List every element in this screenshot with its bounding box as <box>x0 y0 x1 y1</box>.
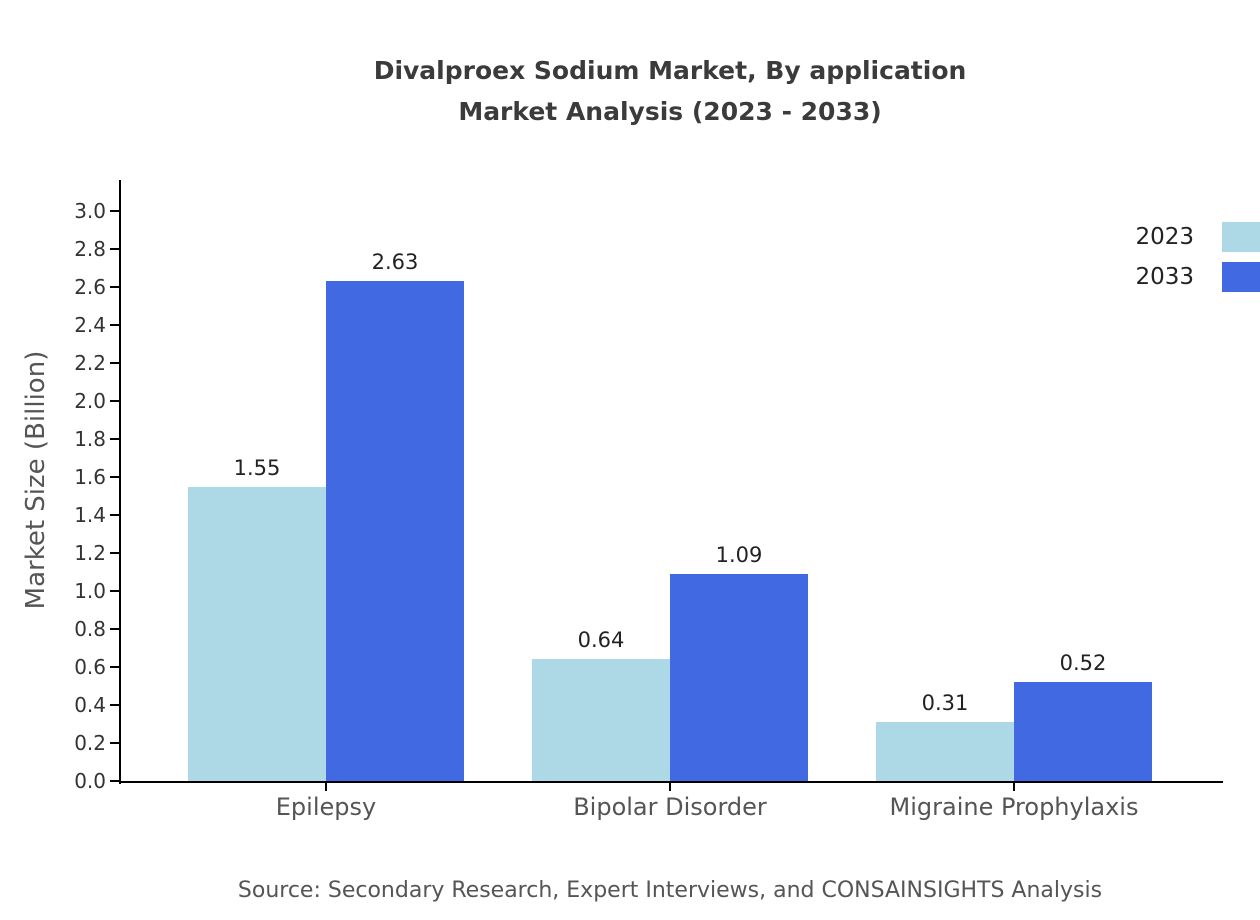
y-tick-label: 3.0 <box>74 199 106 223</box>
y-tick-label: 2.8 <box>74 237 106 261</box>
y-tick-label: 2.4 <box>74 313 106 337</box>
legend-label-2023: 2023 <box>1135 224 1194 250</box>
x-tick-mark <box>1013 783 1015 791</box>
bar-bipolar-disorder-2023 <box>532 659 670 781</box>
legend-swatch-2033 <box>1222 262 1260 292</box>
legend-swatch-2023 <box>1222 222 1260 252</box>
source-note: Source: Secondary Research, Expert Inter… <box>237 878 1103 903</box>
bar-value-label-bipolar-disorder-2023: 0.64 <box>577 628 625 653</box>
y-tick-mark <box>110 704 119 706</box>
y-tick-label: 1.2 <box>74 541 106 565</box>
legend-label-2033: 2033 <box>1135 264 1194 290</box>
y-tick-mark <box>110 476 119 478</box>
y-tick-mark <box>110 628 119 630</box>
bar-migraine-prophylaxis-2033 <box>1014 682 1152 781</box>
y-tick-mark <box>110 248 119 250</box>
y-tick-mark <box>110 590 119 592</box>
y-tick-mark <box>110 438 119 440</box>
y-axis-line <box>119 180 121 784</box>
y-tick-mark <box>110 742 119 744</box>
chart-title: Divalproex Sodium Market, By application… <box>120 50 1220 132</box>
x-tick-mark <box>669 783 671 791</box>
bar-bipolar-disorder-2033 <box>670 573 808 781</box>
x-category-label-epilepsy: Epilepsy <box>275 793 377 821</box>
bar-value-label-epilepsy-2023: 1.55 <box>233 455 281 480</box>
x-category-label-bipolar-disorder: Bipolar Disorder <box>573 793 767 821</box>
y-tick-label: 0.2 <box>74 731 106 755</box>
x-category-label-migraine-prophylaxis: Migraine Prophylaxis <box>889 793 1139 821</box>
y-tick-label: 2.2 <box>74 351 106 375</box>
y-tick-label: 2.6 <box>74 275 106 299</box>
bar-value-label-migraine-prophylaxis-2033: 0.52 <box>1059 651 1107 676</box>
x-axis-line <box>119 781 1223 783</box>
y-tick-mark <box>110 514 119 516</box>
y-tick-mark <box>110 400 119 402</box>
y-tick-mark <box>110 666 119 668</box>
y-tick-label: 1.0 <box>74 579 106 603</box>
bar-epilepsy-2033 <box>326 281 464 781</box>
y-tick-label: 0.4 <box>74 693 106 717</box>
y-tick-label: 1.6 <box>74 465 106 489</box>
chart-title-line2: Market Analysis (2023 - 2033) <box>458 97 882 126</box>
y-tick-label: 0.8 <box>74 617 106 641</box>
bar-migraine-prophylaxis-2023 <box>876 722 1014 781</box>
y-tick-label: 1.4 <box>74 503 106 527</box>
y-tick-label: 2.0 <box>74 389 106 413</box>
y-tick-label: 1.8 <box>74 427 106 451</box>
bar-value-label-bipolar-disorder-2033: 1.09 <box>715 542 763 567</box>
legend-row-2033: 2033 <box>1135 257 1260 297</box>
legend-row-2023: 2023 <box>1135 217 1260 257</box>
chart-title-line1: Divalproex Sodium Market, By application <box>373 56 967 85</box>
y-tick-mark <box>110 286 119 288</box>
x-tick-mark <box>325 783 327 791</box>
y-tick-mark <box>110 210 119 212</box>
y-tick-label: 0.6 <box>74 655 106 679</box>
y-tick-mark <box>110 552 119 554</box>
bar-epilepsy-2023 <box>188 486 326 781</box>
y-tick-mark <box>110 324 119 326</box>
legend: 2023 2033 <box>1135 217 1260 297</box>
y-tick-mark <box>110 780 119 782</box>
y-tick-label: 0.0 <box>74 769 106 793</box>
y-tick-mark <box>110 362 119 364</box>
bar-value-label-migraine-prophylaxis-2023: 0.31 <box>921 691 969 716</box>
bar-value-label-epilepsy-2033: 2.63 <box>371 250 419 275</box>
